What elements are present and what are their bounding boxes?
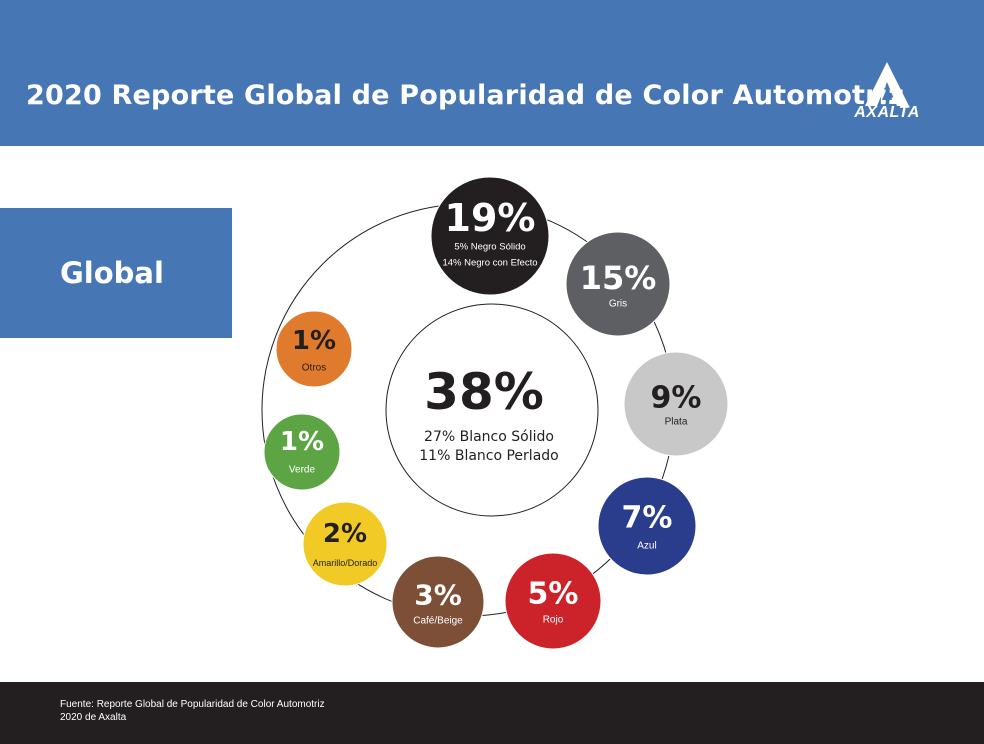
- bubble-cafe-beige: 3% Café/Beige: [391, 555, 485, 649]
- bubble-circle-verde: [263, 413, 341, 491]
- bubble-gris: 15% Gris: [565, 231, 671, 337]
- value-label-rojo: 5%: [528, 577, 579, 612]
- category-label-verde: Verde: [289, 465, 316, 476]
- bubble-circle-plata: [623, 351, 729, 457]
- bubble-circle-amarillo-dorado: [302, 501, 388, 587]
- center-value-label: 38%: [424, 363, 544, 421]
- category-label-gris: Gris: [609, 299, 627, 310]
- bubble-circle-otros: [275, 310, 353, 388]
- bubble-verde: 1% Verde: [263, 413, 341, 491]
- header-banner: 2020 Reporte Global de Popularidad de Co…: [0, 0, 984, 146]
- value-label-otros: 1%: [292, 326, 336, 356]
- bubble-circle-cafe-beige: [391, 555, 485, 649]
- footer-bar: Fuente: Reporte Global de Popularidad de…: [0, 682, 984, 744]
- category-label-cafe-beige: Café/Beige: [413, 616, 463, 627]
- bubble-plata: 9%Plata: [623, 351, 729, 457]
- center-bubble: [385, 303, 599, 517]
- axalta-logo-icon: [865, 62, 909, 106]
- bubble-circle-azul: [597, 476, 697, 576]
- bubble-negro: 19% 5% Negro Sólido 14% Negro con Efecto: [430, 176, 550, 296]
- bubble-circle-rojo: [504, 552, 602, 650]
- bubble-circle-negro: [430, 176, 550, 296]
- category-label-amarillo-dorado: Amarillo/Dorado: [313, 558, 378, 568]
- category-label-negro: 14% Negro con Efecto: [442, 258, 537, 269]
- value-label-negro: 19%: [445, 196, 536, 240]
- category-label-plata: Plata: [665, 417, 688, 428]
- center-detail-label: 11% Blanco Perlado: [419, 448, 558, 464]
- bubble-azul: 7% Azul: [597, 476, 697, 576]
- value-label-azul: 7%: [622, 501, 673, 536]
- color-bubbles: 19% 5% Negro Sólido 14% Negro con Efecto 15…: [263, 176, 729, 650]
- logo-text: AXALTA: [854, 104, 920, 121]
- category-label-azul: Azul: [637, 541, 656, 552]
- source-line-1: Fuente: Reporte Global de Popularidad de…: [60, 699, 325, 710]
- color-popularity-chart: 38% 27% Blanco Sólido 11% Blanco Perlado 1…: [261, 176, 729, 650]
- bubble-circle-gris: [565, 231, 671, 337]
- center-detail-label: 27% Blanco Sólido: [424, 429, 554, 445]
- page-title: 2020 Reporte Global de Popularidad de Co…: [26, 80, 905, 111]
- bubble-otros: 1% Otros: [275, 310, 353, 388]
- value-label-amarillo-dorado: 2%: [323, 519, 367, 549]
- value-label-cafe-beige: 3%: [414, 579, 462, 612]
- region-label: Global: [60, 256, 164, 290]
- bubble-rojo: 5% Rojo: [504, 552, 602, 650]
- value-label-gris: 15%: [580, 259, 657, 297]
- region-badge: Global: [0, 208, 232, 338]
- category-label-otros: Otros: [302, 363, 326, 374]
- value-label-plata: 9%: [651, 381, 702, 416]
- value-label-verde: 1%: [280, 427, 324, 457]
- axalta-logo: AXALTA: [846, 62, 928, 124]
- bubble-amarillo-dorado: 2% Amarillo/Dorado: [302, 501, 388, 587]
- category-label-rojo: Rojo: [543, 615, 564, 626]
- center-bubble-group: 38% 27% Blanco Sólido 11% Blanco Perlado: [385, 303, 599, 517]
- category-label-negro: 5% Negro Sólido: [454, 242, 525, 253]
- source-line-2: 2020 de Axalta: [60, 712, 127, 723]
